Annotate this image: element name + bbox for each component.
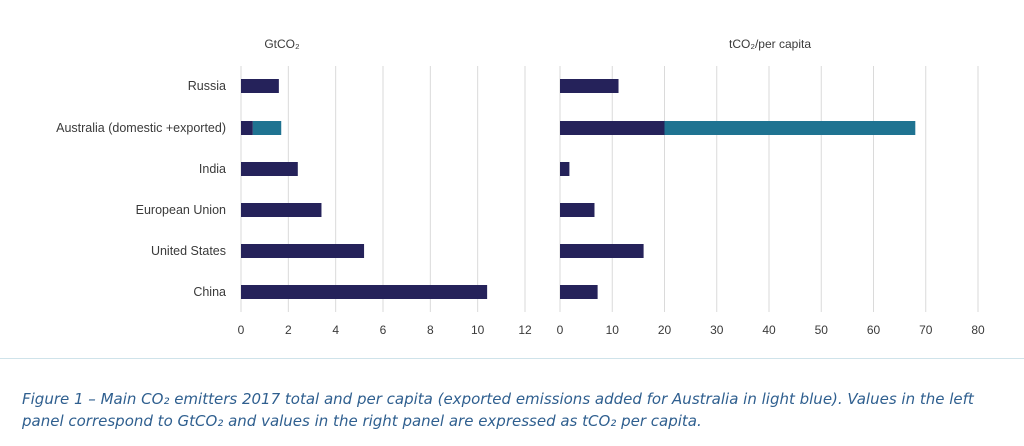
left-panel-title: GtCO₂ — [264, 37, 300, 51]
right-bar-0-series-0 — [560, 79, 619, 93]
right-xtick-label-4: 40 — [762, 323, 776, 337]
left-bar-2-series-0 — [241, 162, 298, 176]
right-bar-2-series-0 — [560, 162, 570, 176]
left-xtick-label-3: 6 — [380, 323, 387, 337]
left-xtick-label-2: 4 — [332, 323, 339, 337]
right-xtick-label-7: 70 — [919, 323, 933, 337]
category-label-5: China — [193, 285, 226, 299]
category-label-2: India — [199, 162, 226, 176]
caption-divider — [0, 358, 1024, 359]
right-bar-1-series-0 — [560, 121, 665, 135]
right-panel-title: tCO₂/per capita — [729, 37, 811, 51]
emissions-chart: 0 2 4 6 8 10 12 GtCO₂ Russia Australia (domestic … — [56, 37, 985, 337]
left-xtick-label-4: 8 — [427, 323, 434, 337]
left-bar-1-series-0 — [241, 121, 253, 135]
left-bar-1-series-1 — [252, 121, 282, 135]
left-bar-3-series-0 — [241, 203, 322, 217]
category-label-0: Russia — [188, 79, 226, 93]
right-xtick-label-2: 20 — [658, 323, 672, 337]
figure-caption: Figure 1 – Main CO₂ emitters 2017 total … — [22, 390, 974, 430]
category-label-1: Australia (domestic +exported) — [56, 121, 226, 135]
right-bar-1-series-1 — [664, 121, 916, 135]
right-bar-5-series-0 — [560, 285, 598, 299]
right-xtick-label-0: 0 — [557, 323, 564, 337]
left-xtick-label-1: 2 — [285, 323, 292, 337]
left-xtick-label-5: 10 — [471, 323, 485, 337]
right-bar-4-series-0 — [560, 244, 644, 258]
right-xtick-label-3: 30 — [710, 323, 724, 337]
left-xtick-label-0: 0 — [238, 323, 245, 337]
right-xtick-label-1: 10 — [606, 323, 620, 337]
category-label-4: United States — [151, 244, 226, 258]
left-bar-5-series-0 — [241, 285, 488, 299]
left-xtick-label-6: 12 — [518, 323, 532, 337]
left-bar-4-series-0 — [241, 244, 365, 258]
right-xtick-label-6: 60 — [867, 323, 881, 337]
category-label-3: European Union — [136, 203, 226, 217]
right-xtick-label-5: 50 — [815, 323, 829, 337]
right-xtick-label-8: 80 — [971, 323, 985, 337]
right-bar-3-series-0 — [560, 203, 595, 217]
left-bar-0-series-0 — [241, 79, 279, 93]
